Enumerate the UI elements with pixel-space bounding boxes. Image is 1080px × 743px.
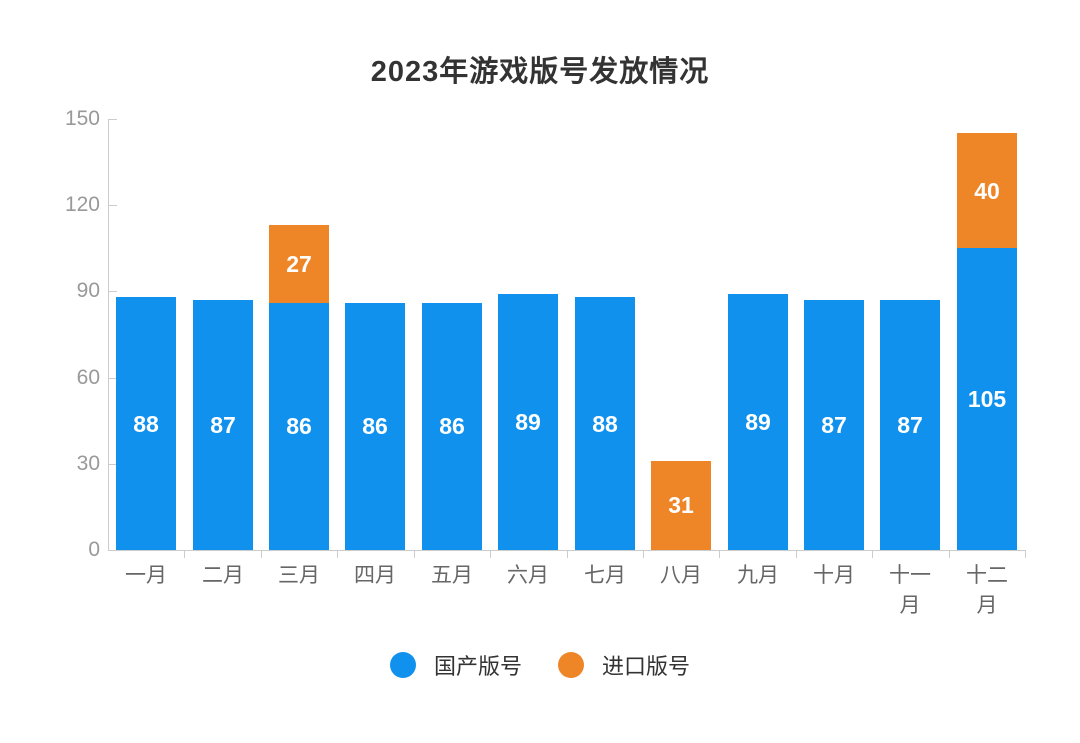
- x-axis-tick: [490, 551, 491, 558]
- bar-value-label: 27: [286, 251, 312, 277]
- x-axis-tick: [643, 551, 644, 558]
- bar-segment[interactable]: [116, 297, 176, 550]
- x-axis-tick: [567, 551, 568, 558]
- x-axis-label: 四月: [354, 564, 396, 587]
- x-axis-label: 六月: [507, 564, 549, 587]
- y-axis-tick-label: 120: [64, 193, 100, 216]
- y-axis-tick: [109, 205, 117, 206]
- bar-value-label: 86: [439, 413, 465, 439]
- bar-value-label: 89: [745, 409, 771, 435]
- x-axis-tick: [261, 551, 262, 558]
- y-axis-line: [108, 119, 109, 551]
- bar-segment[interactable]: [728, 294, 788, 550]
- bar-value-label: 89: [515, 409, 541, 435]
- x-axis-label: 九月: [737, 564, 779, 587]
- y-axis-tick-label: 150: [64, 107, 100, 130]
- bar-value-label: 88: [592, 411, 618, 437]
- bar-segment[interactable]: [651, 461, 711, 550]
- y-axis-tick: [109, 119, 117, 120]
- x-axis-label: 七月: [584, 564, 626, 587]
- x-axis-tick: [719, 551, 720, 558]
- x-axis-label: 八月: [660, 564, 702, 587]
- bar-segment[interactable]: [957, 248, 1017, 550]
- x-axis-label: 十月: [813, 564, 855, 587]
- legend-label: 进口版号: [602, 654, 691, 679]
- x-axis-tick: [337, 551, 338, 558]
- x-axis-label: 三月: [278, 564, 320, 587]
- bar-value-label: 86: [362, 413, 388, 439]
- y-axis-tick-label: 60: [76, 366, 100, 389]
- x-axis-tick: [796, 551, 797, 558]
- bar-segment[interactable]: [345, 303, 405, 550]
- legend-item[interactable]: 国产版号: [389, 649, 522, 681]
- x-axis-tick: [414, 551, 415, 558]
- bar-value-label: 87: [210, 412, 236, 438]
- y-axis-tick: [109, 291, 117, 292]
- y-axis-tick-label: 30: [76, 452, 100, 475]
- x-axis-tick: [949, 551, 950, 558]
- bar-segment[interactable]: [193, 300, 253, 550]
- legend: 国产版号 进口版号: [0, 649, 1080, 681]
- bar-value-label: 86: [286, 413, 312, 439]
- y-axis-tick-label: 0: [88, 538, 100, 561]
- legend-dot-icon: [558, 652, 584, 678]
- y-axis-tick-label: 90: [76, 279, 100, 302]
- x-axis-label: 一月: [125, 564, 167, 587]
- bar-segment[interactable]: [880, 300, 940, 550]
- bar-segment[interactable]: [269, 225, 329, 303]
- bar-segment[interactable]: [804, 300, 864, 550]
- bar-segment[interactable]: [269, 303, 329, 550]
- legend-label: 国产版号: [433, 654, 522, 679]
- chart-title: 2023年游戏版号发放情况: [370, 56, 710, 88]
- x-axis-tick: [1025, 551, 1026, 558]
- bar-value-label: 87: [897, 412, 923, 438]
- x-axis-label: 十一月: [889, 564, 931, 617]
- bar-value-label: 105: [967, 386, 1007, 412]
- y-axis-tick: [109, 550, 117, 551]
- bar-segment[interactable]: [498, 294, 558, 550]
- bar-segment[interactable]: [422, 303, 482, 550]
- bar-segment[interactable]: [575, 297, 635, 550]
- bar-value-label: 40: [974, 178, 1000, 204]
- x-axis-tick: [184, 551, 185, 558]
- y-axis-tick: [109, 378, 117, 379]
- x-axis-label: 十二月: [966, 564, 1008, 617]
- bar-value-label: 87: [821, 412, 847, 438]
- x-axis-tick: [872, 551, 873, 558]
- x-axis-label: 二月: [202, 564, 244, 587]
- bar-value-label: 88: [133, 411, 159, 437]
- x-axis-line: [108, 550, 1026, 551]
- legend-dot-icon: [389, 652, 416, 678]
- y-axis-tick: [109, 464, 117, 465]
- bar-segment[interactable]: [957, 133, 1017, 248]
- bar-value-label: 31: [668, 492, 694, 518]
- x-axis-label: 五月: [431, 564, 473, 587]
- legend-item[interactable]: 进口版号: [558, 649, 690, 681]
